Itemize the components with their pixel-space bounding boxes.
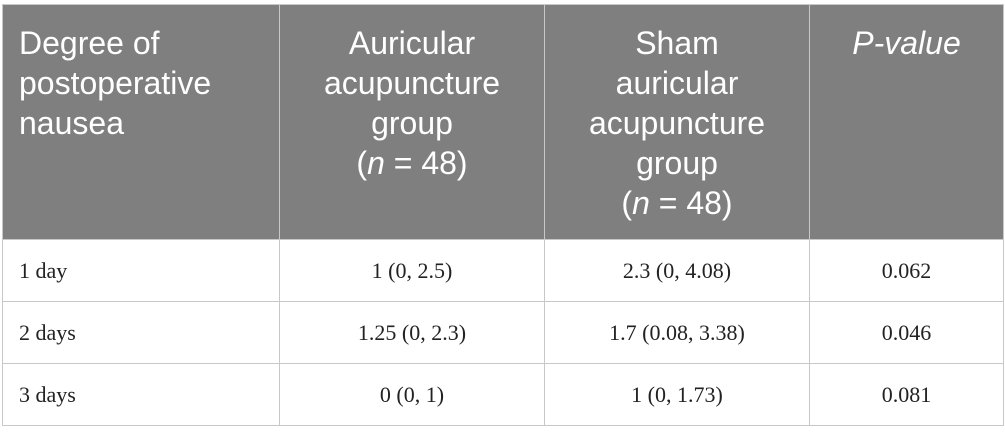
header-text: Auricular acupuncture group: [323, 25, 501, 141]
table-cell: 1.25 (0, 2.3): [279, 301, 545, 364]
table-cell: 1.7 (0.08, 3.38): [544, 301, 810, 364]
table-body: 1 day 1 (0, 2.5) 2.3 (0, 4.08) 0.062 2 days 1…: [2, 239, 1004, 426]
header-n-part: n: [367, 145, 385, 181]
header-cell: P-value: [809, 4, 1004, 240]
table-cell: 0.062: [809, 239, 1004, 302]
header-cell: Sham auricular acupuncture group (n = 48): [544, 4, 810, 240]
table-cell: 0 (0, 1): [279, 363, 545, 426]
header-row: Degree of postoperative nausea Auricular…: [2, 4, 1004, 240]
table-row: 2 days 1.25 (0, 2.3) 1.7 (0.08, 3.38) 0.046: [2, 301, 1004, 364]
header-text: P-value: [852, 25, 961, 61]
header-n-part: (: [356, 145, 368, 181]
page: Degree of postoperative nausea Auricular…: [0, 4, 1005, 446]
table-cell: 1 day: [2, 239, 280, 302]
header-cell: Auricular acupuncture group (n = 48): [279, 4, 545, 240]
table-cell: 3 days: [2, 363, 280, 426]
header-n-part: (: [621, 185, 633, 221]
table-cell: 2.3 (0, 4.08): [544, 239, 810, 302]
table-cell: 0.081: [809, 363, 1004, 426]
header-n: (n = 48): [621, 185, 732, 221]
table-cell: 1 (0, 2.5): [279, 239, 545, 302]
table-cell: 0.046: [809, 301, 1004, 364]
table-cell: 2 days: [2, 301, 280, 364]
results-table: Degree of postoperative nausea Auricular…: [2, 4, 1004, 426]
table-cell: 1 (0, 1.73): [544, 363, 810, 426]
header-n-part: = 48): [384, 145, 468, 181]
table-row: 3 days 0 (0, 1) 1 (0, 1.73) 0.081: [2, 363, 1004, 426]
table-row: 1 day 1 (0, 2.5) 2.3 (0, 4.08) 0.062: [2, 239, 1004, 302]
header-n-part: = 48): [649, 185, 733, 221]
header-n-part: n: [632, 185, 650, 221]
header-text: Sham auricular acupuncture group: [588, 25, 766, 181]
header-cell: Degree of postoperative nausea: [2, 4, 280, 240]
header-n: (n = 48): [356, 145, 467, 181]
header-text: Degree of postoperative nausea: [19, 25, 212, 141]
